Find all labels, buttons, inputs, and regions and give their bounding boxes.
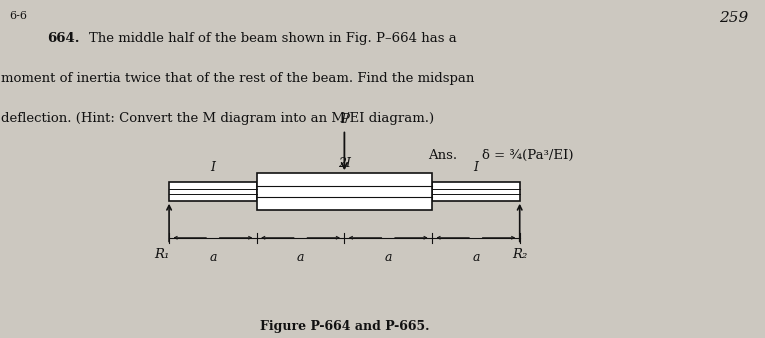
Text: R₂: R₂ bbox=[512, 248, 527, 261]
Text: 2I: 2I bbox=[338, 157, 351, 170]
Bar bbox=[169, 183, 257, 201]
Text: δ = ¾(Pa³/EI): δ = ¾(Pa³/EI) bbox=[482, 149, 573, 162]
Text: a: a bbox=[297, 251, 304, 264]
Text: The middle half of the beam shown in Fig. P–664 has a: The middle half of the beam shown in Fig… bbox=[89, 31, 457, 45]
Text: R₁: R₁ bbox=[154, 248, 169, 261]
Text: P: P bbox=[340, 113, 349, 126]
Text: Ans.: Ans. bbox=[428, 149, 457, 162]
Text: Figure P-664 and P-665.: Figure P-664 and P-665. bbox=[259, 320, 429, 333]
Text: I: I bbox=[474, 161, 478, 174]
Text: 259: 259 bbox=[719, 11, 748, 25]
Bar bbox=[257, 173, 432, 210]
Bar bbox=[432, 183, 519, 201]
Text: I: I bbox=[210, 161, 216, 174]
Text: a: a bbox=[385, 251, 392, 264]
Text: 664.: 664. bbox=[47, 31, 80, 45]
Text: a: a bbox=[472, 251, 480, 264]
Text: 6-6: 6-6 bbox=[9, 11, 27, 21]
Text: a: a bbox=[209, 251, 216, 264]
Text: deflection. (Hint: Convert the M diagram into an M/EI diagram.): deflection. (Hint: Convert the M diagram… bbox=[2, 112, 435, 125]
Text: moment of inertia twice that of the rest of the beam. Find the midspan: moment of inertia twice that of the rest… bbox=[2, 72, 475, 85]
